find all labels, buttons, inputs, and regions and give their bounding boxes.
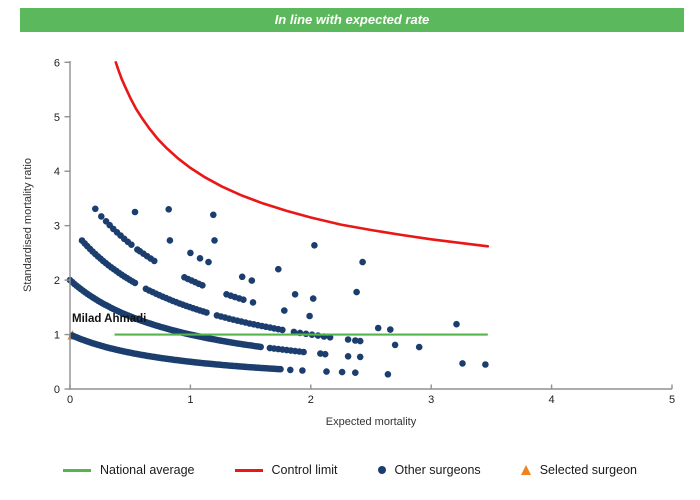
other-surgeon-point[interactable] bbox=[203, 309, 210, 316]
other-surgeon-point[interactable] bbox=[459, 360, 466, 367]
other-surgeon-point[interactable] bbox=[309, 295, 317, 302]
other-surgeon-point[interactable] bbox=[277, 365, 284, 373]
other-surgeon-point[interactable] bbox=[323, 368, 330, 375]
legend-item-selected-surgeon: Selected surgeon bbox=[520, 463, 637, 477]
other-surgeon-point[interactable] bbox=[482, 361, 489, 368]
other-surgeon-point[interactable] bbox=[205, 258, 212, 266]
other-surgeon-point[interactable] bbox=[249, 299, 257, 306]
legend-item-national-average: National average bbox=[63, 463, 195, 477]
control-limit-line-swatch bbox=[234, 468, 263, 472]
x-tick-label: 5 bbox=[669, 394, 675, 406]
other-surgeon-point[interactable] bbox=[356, 337, 364, 345]
funnel-plot: 0 1 2 3 4 5 0 1 2 3 4 5 6 Milad Ahmadi Expected mort… bbox=[22, 57, 675, 428]
status-banner-text: In line with expected rate bbox=[274, 12, 430, 27]
other-surgeon-point[interactable] bbox=[344, 336, 352, 343]
other-surgeon-point[interactable] bbox=[165, 206, 172, 213]
other-surgeon-point[interactable] bbox=[102, 218, 110, 225]
other-surgeon-point[interactable] bbox=[453, 320, 460, 328]
other-surgeon-point[interactable] bbox=[352, 369, 359, 377]
other-surgeon-point[interactable] bbox=[356, 353, 364, 361]
other-surgeon-point[interactable] bbox=[275, 265, 282, 273]
other-surgeon-point[interactable] bbox=[248, 277, 256, 284]
other-surgeon-point[interactable] bbox=[279, 326, 286, 334]
other-surgeon-point[interactable] bbox=[131, 279, 139, 287]
legend-label-selected-surgeon: Selected surgeon bbox=[539, 463, 637, 477]
y-tick-label: 5 bbox=[54, 112, 60, 124]
other-surgeon-point[interactable] bbox=[300, 348, 307, 356]
other-surgeon-point[interactable] bbox=[92, 205, 99, 213]
other-surgeon-point[interactable] bbox=[257, 343, 265, 351]
y-tick-label: 4 bbox=[54, 166, 60, 178]
other-surgeon-point[interactable] bbox=[187, 249, 194, 257]
x-tick-label: 1 bbox=[187, 394, 193, 406]
x-tick-label: 0 bbox=[67, 394, 73, 406]
status-banner: In line with expected rate bbox=[20, 8, 684, 32]
other-surgeon-point[interactable] bbox=[374, 324, 382, 332]
x-axis-title: Expected mortality bbox=[326, 416, 417, 428]
other-surgeon-point[interactable] bbox=[98, 213, 105, 220]
y-tick-label: 2 bbox=[54, 275, 60, 287]
other-surgeon-point[interactable] bbox=[238, 273, 246, 281]
other-surgeon-point[interactable] bbox=[299, 367, 306, 374]
x-tick-label: 4 bbox=[549, 394, 555, 406]
other-surgeon-point[interactable] bbox=[128, 241, 135, 248]
national-average-line-swatch bbox=[63, 468, 91, 472]
other-surgeon-point[interactable] bbox=[359, 258, 366, 266]
legend-label-national-average: National average bbox=[100, 463, 195, 477]
legend-label-control-limit: Control limit bbox=[271, 463, 338, 477]
other-surgeon-point[interactable] bbox=[210, 211, 217, 219]
other-surgeon-point[interactable] bbox=[291, 291, 299, 298]
other-surgeon-point[interactable] bbox=[287, 366, 294, 374]
other-surgeon-point[interactable] bbox=[166, 237, 174, 244]
other-surgeon-point[interactable] bbox=[338, 368, 346, 376]
other-surgeon-point[interactable] bbox=[211, 237, 218, 244]
chart-legend: National average Control limit Other sur… bbox=[0, 454, 700, 486]
other-surgeon-point[interactable] bbox=[317, 350, 324, 357]
other-surgeon-point[interactable] bbox=[391, 341, 399, 349]
other-surgeon-point[interactable] bbox=[134, 246, 141, 253]
other-surgeon-point[interactable] bbox=[352, 337, 359, 344]
other-surgeon-point[interactable] bbox=[131, 208, 139, 216]
control-limit-curve bbox=[114, 60, 490, 248]
other-surgeon-point[interactable] bbox=[387, 326, 394, 333]
other-surgeon-point[interactable] bbox=[384, 371, 392, 378]
other-surgeon-point[interactable] bbox=[344, 353, 352, 360]
other-surgeon-point[interactable] bbox=[306, 312, 313, 320]
y-tick-label: 3 bbox=[54, 221, 60, 233]
other-surgeon-point[interactable] bbox=[199, 282, 206, 289]
other-surgeon-point[interactable] bbox=[415, 343, 423, 351]
other-surgeon-point[interactable] bbox=[240, 296, 247, 304]
legend-item-control-limit: Control limit bbox=[234, 463, 338, 477]
other-surgeon-point[interactable] bbox=[151, 257, 158, 265]
selected-surgeon-label: Milad Ahmadi bbox=[72, 313, 146, 325]
x-tick-label: 2 bbox=[308, 394, 314, 406]
legend-item-other-surgeons: Other surgeons bbox=[377, 463, 481, 477]
other-surgeon-point[interactable] bbox=[196, 254, 204, 262]
x-tick-label: 3 bbox=[428, 394, 434, 406]
other-surgeon-point[interactable] bbox=[353, 288, 360, 296]
y-tick-label: 1 bbox=[54, 330, 60, 342]
y-tick-label: 0 bbox=[54, 384, 60, 396]
selected-surgeon-triangle-swatch bbox=[520, 465, 531, 475]
legend-label-other-surgeons: Other surgeons bbox=[394, 463, 481, 477]
y-axis-title: Standardised mortality ratio bbox=[22, 158, 34, 292]
other-surgeon-point[interactable] bbox=[321, 350, 329, 358]
other-surgeons-dot-swatch bbox=[377, 466, 386, 474]
other-surgeon-point[interactable] bbox=[281, 307, 288, 314]
y-tick-label: 6 bbox=[54, 57, 60, 69]
other-surgeon-point[interactable] bbox=[311, 242, 318, 249]
